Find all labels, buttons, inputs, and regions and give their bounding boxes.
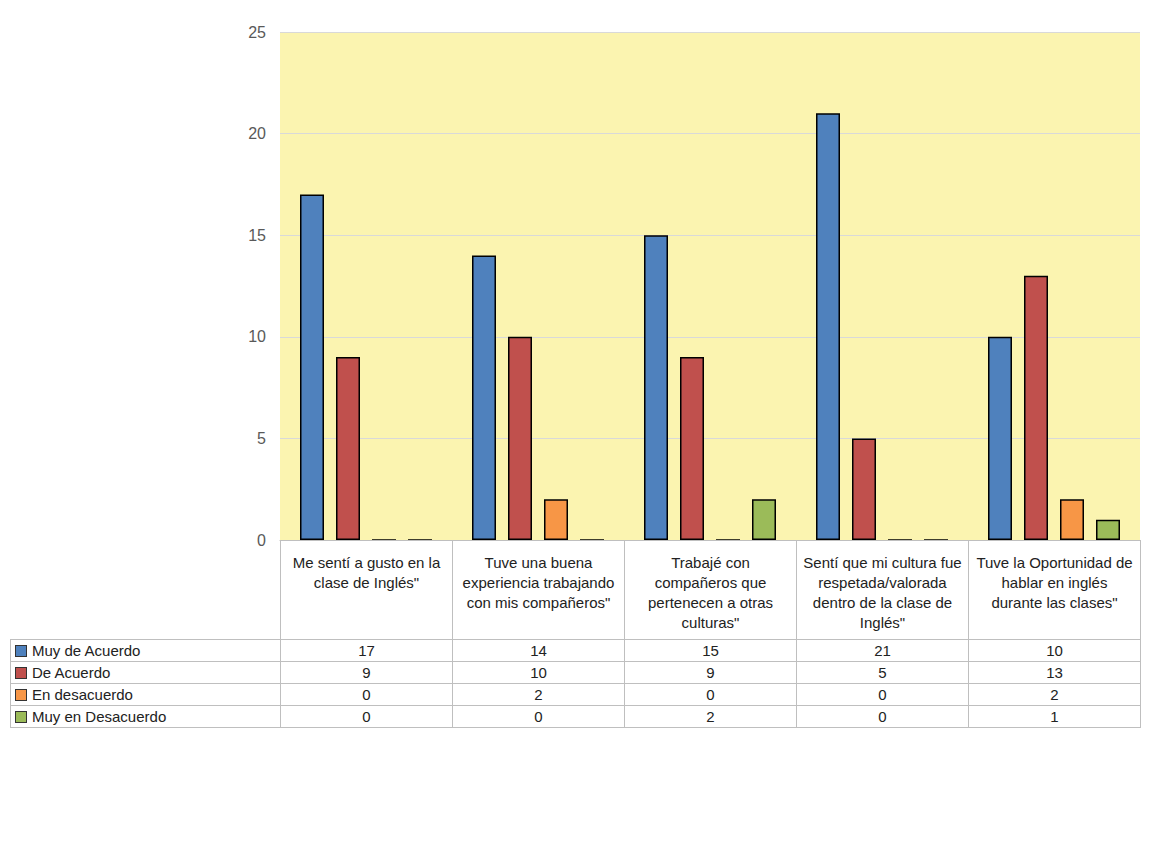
- html-text:0: 0: [878, 686, 887, 703]
- svg-text:5: 5: [257, 430, 266, 447]
- html-text:Tuve la Oportunidad de hablar: Tuve la Oportunidad de hablar en inglés …: [976, 554, 1133, 611]
- html-text:Sentí que mi cultura fue respe: Sentí que mi cultura fue respetada/valor…: [803, 554, 962, 631]
- html-text:17: 17: [358, 642, 375, 659]
- html-text:Me sentí a gusto en la clase d: Me sentí a gusto en la clase de Inglés": [292, 554, 441, 591]
- html-text:9: 9: [706, 664, 715, 681]
- svg-text:15: 15: [248, 227, 266, 244]
- html-text:5: 5: [878, 664, 887, 681]
- html-text:0: 0: [362, 686, 371, 703]
- html-text:De Acuerdo: De Acuerdo: [32, 664, 111, 681]
- html-text:14: 14: [530, 642, 547, 659]
- html-text:1: 1: [1050, 708, 1059, 725]
- html-text:2: 2: [706, 708, 715, 725]
- html-text:0: 0: [534, 708, 543, 725]
- svg-text:0: 0: [257, 531, 266, 549]
- html-text:Tuve una buena experiencia tra: Tuve una buena experiencia trabajando co…: [462, 554, 615, 611]
- html-text:9: 9: [362, 664, 371, 681]
- html-text:10: 10: [1046, 642, 1063, 659]
- html-text:Muy de Acuerdo: Muy de Acuerdo: [32, 642, 141, 659]
- svg-text:10: 10: [248, 328, 266, 345]
- html-text:En desacuerdo: En desacuerdo: [32, 686, 133, 703]
- html-text:2: 2: [1050, 686, 1059, 703]
- html-text:Muy en Desacuerdo: Muy en Desacuerdo: [32, 708, 167, 725]
- html-text:0: 0: [878, 708, 887, 725]
- html-text:Trabajé con compañeros que per: Trabajé con compañeros que pertenecen a …: [648, 554, 773, 631]
- svg-text:20: 20: [248, 125, 266, 142]
- html-text:13: 13: [1046, 664, 1063, 681]
- html-text:10: 10: [530, 664, 547, 681]
- html-text:15: 15: [702, 642, 719, 659]
- html-text:21: 21: [874, 642, 891, 659]
- html-text:2: 2: [534, 686, 543, 703]
- html-text:0: 0: [706, 686, 715, 703]
- html-text:0: 0: [362, 708, 371, 725]
- svg-text:25: 25: [248, 24, 266, 41]
